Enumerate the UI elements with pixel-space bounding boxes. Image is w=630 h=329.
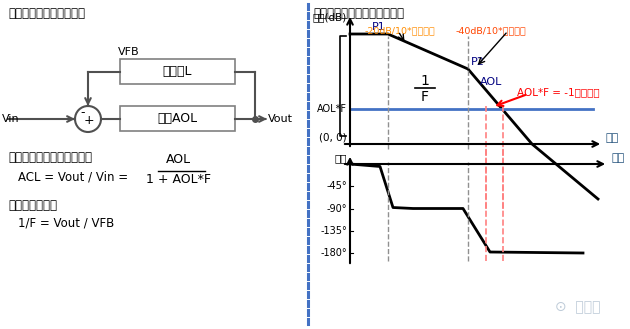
Text: 1 + AOL*F: 1 + AOL*F xyxy=(146,173,210,186)
Text: VFB: VFB xyxy=(118,47,140,57)
Text: 负反馈放大电路的闭环增益: 负反馈放大电路的闭环增益 xyxy=(8,151,92,164)
Bar xyxy=(120,106,235,131)
Text: 1: 1 xyxy=(421,74,430,88)
Text: (0, 0): (0, 0) xyxy=(319,133,347,143)
Text: 相位: 相位 xyxy=(335,153,347,163)
Text: AOL: AOL xyxy=(480,77,502,87)
Text: 1/F = Vout / VFB: 1/F = Vout / VFB xyxy=(18,217,114,230)
Text: -40dB/10*倍频衰减: -40dB/10*倍频衰减 xyxy=(456,26,527,35)
Text: F: F xyxy=(421,90,429,104)
Text: Vout: Vout xyxy=(268,114,293,124)
Text: 运放负反馈放大电路搭窗模型: 运放负反馈放大电路搭窗模型 xyxy=(313,7,404,20)
Text: P1: P1 xyxy=(372,22,386,32)
Text: -135°: -135° xyxy=(320,226,347,236)
Text: 运放负反馈放大电路模型: 运放负反馈放大电路模型 xyxy=(8,7,85,20)
Text: Vin: Vin xyxy=(2,114,20,124)
Text: AOL*F = -1搭窗区域: AOL*F = -1搭窗区域 xyxy=(517,87,600,97)
Text: P2: P2 xyxy=(471,57,485,67)
Text: -180°: -180° xyxy=(321,248,347,258)
Text: -90°: -90° xyxy=(326,204,347,214)
Bar xyxy=(120,59,235,84)
Text: ⊙  日月辰: ⊙ 日月辰 xyxy=(555,300,601,314)
Text: ACL = Vout / Vin =: ACL = Vout / Vin = xyxy=(18,171,128,184)
Text: 负反馈L: 负反馈L xyxy=(163,65,192,78)
Text: 频率: 频率 xyxy=(606,133,619,143)
Text: -45°: -45° xyxy=(326,181,347,191)
Text: -20dB/10*倍频衰减: -20dB/10*倍频衰减 xyxy=(365,26,436,35)
Text: +: + xyxy=(84,114,94,126)
Text: 频率: 频率 xyxy=(611,153,624,163)
Text: 增益(dB): 增益(dB) xyxy=(312,12,347,22)
Text: AOL*F: AOL*F xyxy=(317,104,347,114)
Text: 反馈系数的倒数: 反馈系数的倒数 xyxy=(8,199,57,212)
Text: -: - xyxy=(81,107,85,119)
Text: 运放AOL: 运放AOL xyxy=(158,112,198,125)
Text: AOL: AOL xyxy=(166,153,190,166)
